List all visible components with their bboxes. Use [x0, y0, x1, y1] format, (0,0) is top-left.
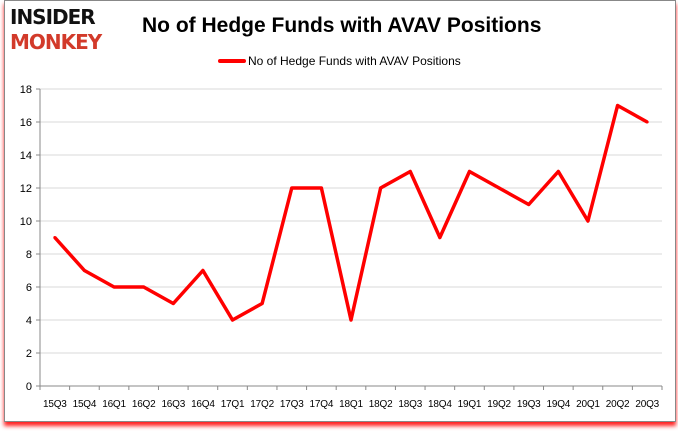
legend-swatch — [218, 59, 246, 63]
x-tick-label: 19Q1 — [458, 399, 482, 410]
data-point — [112, 285, 116, 289]
x-tick-label: 19Q3 — [517, 399, 541, 410]
data-point — [616, 104, 620, 107]
data-point — [586, 219, 590, 223]
x-tick-label: 18Q1 — [339, 399, 363, 410]
x-tick-label: 15Q4 — [73, 399, 97, 410]
x-tick-label: 16Q1 — [102, 399, 126, 410]
y-tick-label: 6 — [26, 282, 32, 294]
data-point — [349, 318, 353, 322]
data-point — [290, 186, 294, 190]
x-tick-label: 18Q3 — [398, 399, 422, 410]
x-tick-label: 18Q2 — [369, 399, 393, 410]
data-point — [231, 318, 235, 322]
data-point — [527, 203, 531, 206]
data-point — [408, 170, 412, 173]
y-tick-label: 12 — [20, 183, 32, 195]
y-tick-label: 4 — [26, 315, 32, 327]
data-point — [497, 186, 501, 190]
x-tick-label: 16Q3 — [161, 399, 185, 410]
x-tick-label: 16Q2 — [132, 399, 156, 410]
x-tick-label: 19Q2 — [487, 399, 511, 410]
data-point — [53, 236, 57, 239]
x-tick-label: 15Q3 — [43, 399, 67, 410]
data-point — [82, 269, 86, 272]
y-tick-label: 14 — [20, 150, 32, 162]
data-point — [467, 170, 471, 173]
x-tick-label: 18Q4 — [428, 399, 452, 410]
chart-frame — [4, 0, 676, 422]
data-point — [142, 285, 146, 289]
x-tick-label: 16Q4 — [191, 399, 215, 410]
logo-insider: INSIDER — [10, 5, 96, 29]
y-tick-label: 0 — [26, 381, 32, 393]
data-point — [556, 170, 560, 173]
y-tick-label: 16 — [20, 117, 32, 129]
x-tick-label: 17Q3 — [280, 399, 304, 410]
logo-monkey: MONKEY — [10, 30, 102, 54]
x-tick-label: 17Q1 — [221, 399, 245, 410]
y-tick-label: 8 — [26, 249, 32, 261]
data-point — [319, 186, 323, 190]
x-tick-label: 20Q1 — [576, 399, 600, 410]
data-point — [201, 269, 205, 272]
legend: No of Hedge Funds with AVAV Positions — [218, 54, 461, 68]
data-point — [379, 186, 383, 190]
x-tick-label: 17Q4 — [310, 399, 334, 410]
y-tick-label: 10 — [20, 216, 32, 228]
data-point — [438, 236, 442, 239]
x-tick-label: 20Q3 — [635, 399, 659, 410]
chart-title: No of Hedge Funds with AVAV Positions — [142, 14, 542, 37]
x-tick-label: 19Q4 — [546, 399, 570, 410]
data-point — [260, 302, 264, 305]
legend-label: No of Hedge Funds with AVAV Positions — [248, 54, 461, 68]
x-tick-label: 20Q2 — [606, 399, 630, 410]
x-tick-label: 17Q2 — [250, 399, 274, 410]
data-point — [171, 302, 175, 305]
y-tick-label: 2 — [26, 348, 32, 360]
y-tick-label: 18 — [20, 84, 32, 96]
data-point — [645, 120, 649, 124]
